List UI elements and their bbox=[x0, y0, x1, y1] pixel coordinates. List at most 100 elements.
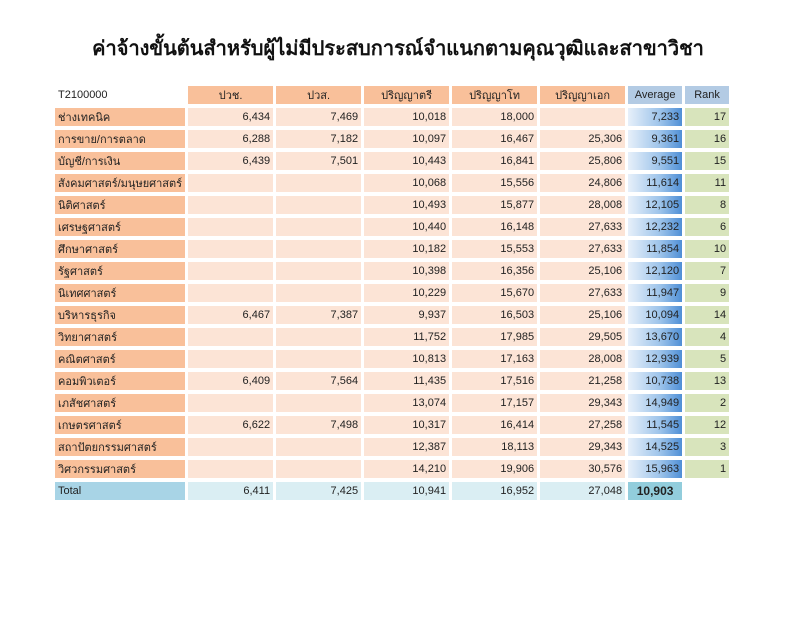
value-cell bbox=[188, 438, 274, 456]
value-cell: 28,008 bbox=[540, 196, 626, 214]
value-cell: 12,387 bbox=[364, 438, 450, 456]
average-cell: 9,551 bbox=[628, 152, 683, 170]
average-cell: 14,525 bbox=[628, 438, 683, 456]
table-row: คณิตศาสตร์ 10,813 17,163 28,008 12,939 5 bbox=[55, 350, 730, 368]
table-row: เศรษฐศาสตร์ 10,440 16,148 27,633 12,232 6 bbox=[55, 218, 730, 236]
value-cell: 30,576 bbox=[540, 460, 626, 478]
average-cell: 14,949 bbox=[628, 394, 683, 412]
table-row: การขาย/การตลาด 6,288 7,182 10,097 16,467 25,3… bbox=[55, 130, 730, 148]
value-cell bbox=[276, 328, 362, 346]
value-cell bbox=[276, 284, 362, 302]
total-value-cell: 10,941 bbox=[364, 482, 450, 500]
value-cell bbox=[188, 328, 274, 346]
value-cell bbox=[540, 108, 626, 126]
value-cell: 28,008 bbox=[540, 350, 626, 368]
total-value-cell: 16,952 bbox=[452, 482, 538, 500]
rank-cell: 17 bbox=[685, 108, 730, 126]
value-cell: 25,106 bbox=[540, 306, 626, 324]
value-cell bbox=[188, 394, 274, 412]
average-header: Average bbox=[628, 86, 683, 104]
rank-cell: 4 bbox=[685, 328, 730, 346]
value-cell: 6,409 bbox=[188, 372, 274, 390]
table-row: นิเทศศาสตร์ 10,229 15,670 27,633 11,947 9 bbox=[55, 284, 730, 302]
value-cell bbox=[276, 394, 362, 412]
total-label: Total bbox=[55, 482, 186, 500]
value-cell: 7,498 bbox=[276, 416, 362, 434]
value-cell: 17,516 bbox=[452, 372, 538, 390]
value-cell: 15,670 bbox=[452, 284, 538, 302]
value-cell: 10,229 bbox=[364, 284, 450, 302]
rank-cell: 15 bbox=[685, 152, 730, 170]
value-cell: 17,985 bbox=[452, 328, 538, 346]
value-cell: 6,467 bbox=[188, 306, 274, 324]
column-header: ปริญญาโท bbox=[452, 86, 538, 104]
value-cell: 17,157 bbox=[452, 394, 538, 412]
table-row: วิศวกรรมศาสตร์ 14,210 19,906 30,576 15,963 1 bbox=[55, 460, 730, 478]
value-cell bbox=[188, 240, 274, 258]
total-value-cell: 27,048 bbox=[540, 482, 626, 500]
rank-header: Rank bbox=[685, 86, 730, 104]
value-cell: 18,000 bbox=[452, 108, 538, 126]
value-cell: 10,440 bbox=[364, 218, 450, 236]
value-cell: 15,556 bbox=[452, 174, 538, 192]
value-cell: 13,074 bbox=[364, 394, 450, 412]
value-cell: 7,387 bbox=[276, 306, 362, 324]
rank-cell: 11 bbox=[685, 174, 730, 192]
column-header: ปวช. bbox=[188, 86, 274, 104]
row-label: สังคมศาสตร์/มนุษยศาสตร์ bbox=[55, 174, 186, 192]
rank-cell: 2 bbox=[685, 394, 730, 412]
value-cell: 25,106 bbox=[540, 262, 626, 280]
value-cell: 16,356 bbox=[452, 262, 538, 280]
average-cell: 15,963 bbox=[628, 460, 683, 478]
value-cell bbox=[188, 218, 274, 236]
table-row: วิทยาศาสตร์ 11,752 17,985 29,505 13,670 4 bbox=[55, 328, 730, 346]
value-cell: 10,813 bbox=[364, 350, 450, 368]
rank-cell: 5 bbox=[685, 350, 730, 368]
total-row: Total 6,411 7,425 10,941 16,952 27,048 10,903 bbox=[55, 482, 729, 500]
value-cell: 11,752 bbox=[364, 328, 450, 346]
table-row: เภสัชศาสตร์ 13,074 17,157 29,343 14,949 2 bbox=[55, 394, 730, 412]
value-cell bbox=[276, 262, 362, 280]
value-cell: 10,317 bbox=[364, 416, 450, 434]
average-cell: 12,939 bbox=[628, 350, 683, 368]
table-row: นิติศาสตร์ 10,493 15,877 28,008 12,105 8 bbox=[55, 196, 730, 214]
row-label: ศึกษาศาสตร์ bbox=[55, 240, 186, 258]
value-cell: 6,622 bbox=[188, 416, 274, 434]
rank-cell: 12 bbox=[685, 416, 730, 434]
table-row: บริหารธุรกิจ 6,467 7,387 9,937 16,503 25,106 1… bbox=[55, 306, 730, 324]
value-cell bbox=[276, 218, 362, 236]
value-cell: 15,553 bbox=[452, 240, 538, 258]
average-cell: 10,094 bbox=[628, 306, 683, 324]
value-cell: 10,182 bbox=[364, 240, 450, 258]
total-average-cell: 10,903 bbox=[628, 482, 683, 500]
value-cell: 14,210 bbox=[364, 460, 450, 478]
value-cell: 11,435 bbox=[364, 372, 450, 390]
table-row: ศึกษาศาสตร์ 10,182 15,553 27,633 11,854 10 bbox=[55, 240, 730, 258]
average-cell: 12,120 bbox=[628, 262, 683, 280]
salary-table: T2100000 ปวช. ปวส. ปริญญาตรี ปริญญาโท ปริญญาเ… bbox=[55, 82, 730, 504]
average-cell: 12,105 bbox=[628, 196, 683, 214]
row-label: การขาย/การตลาด bbox=[55, 130, 186, 148]
rank-cell: 6 bbox=[685, 218, 730, 236]
average-cell: 11,545 bbox=[628, 416, 683, 434]
value-cell: 25,806 bbox=[540, 152, 626, 170]
value-cell: 29,505 bbox=[540, 328, 626, 346]
row-label: คณิตศาสตร์ bbox=[55, 350, 186, 368]
average-cell: 13,670 bbox=[628, 328, 683, 346]
value-cell: 10,443 bbox=[364, 152, 450, 170]
rank-cell: 13 bbox=[685, 372, 730, 390]
table-row: เกษตรศาสตร์ 6,622 7,498 10,317 16,414 27,258 1… bbox=[55, 416, 730, 434]
value-cell: 18,113 bbox=[452, 438, 538, 456]
value-cell bbox=[276, 460, 362, 478]
value-cell: 7,182 bbox=[276, 130, 362, 148]
value-cell: 16,414 bbox=[452, 416, 538, 434]
table-row: สังคมศาสตร์/มนุษยศาสตร์ 10,068 15,556 24,80… bbox=[55, 174, 730, 192]
value-cell: 21,258 bbox=[540, 372, 626, 390]
table-code: T2100000 bbox=[55, 86, 186, 104]
average-cell: 11,614 bbox=[628, 174, 683, 192]
average-cell: 9,361 bbox=[628, 130, 683, 148]
total-value-cell: 6,411 bbox=[188, 482, 274, 500]
value-cell: 10,097 bbox=[364, 130, 450, 148]
value-cell: 7,469 bbox=[276, 108, 362, 126]
row-label: เภสัชศาสตร์ bbox=[55, 394, 186, 412]
